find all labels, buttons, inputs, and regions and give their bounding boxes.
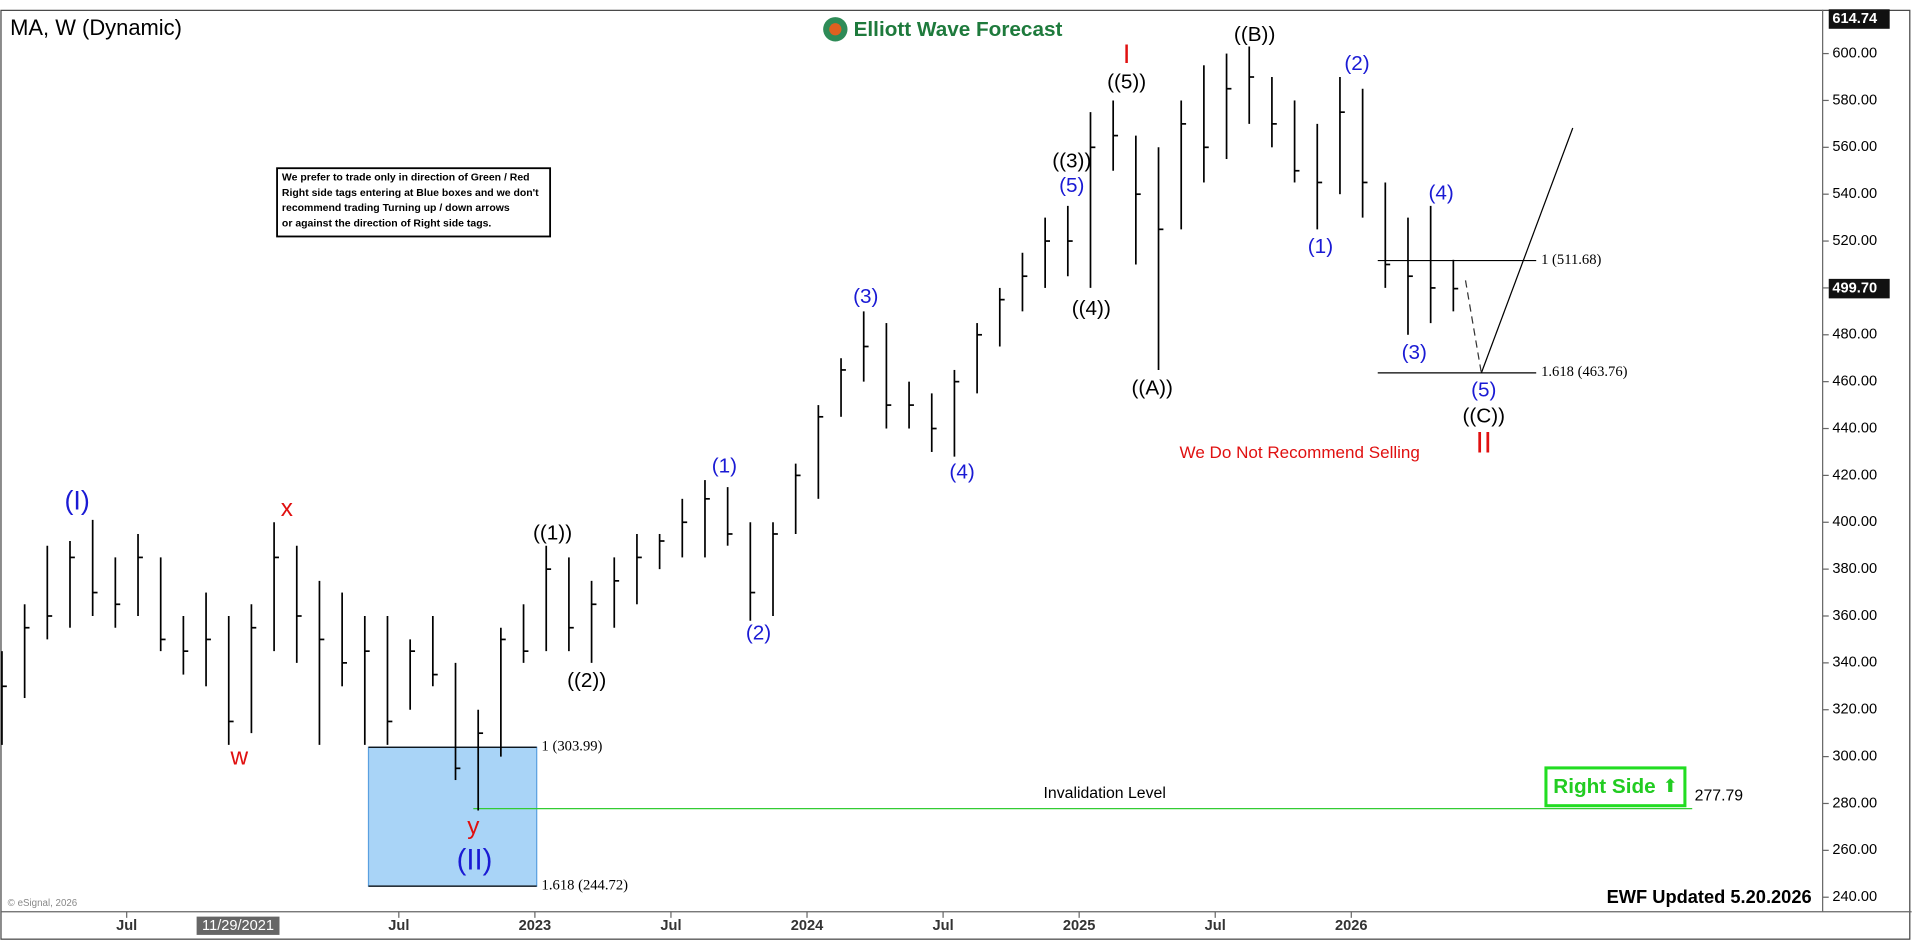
price-tag-box [1828,278,1890,299]
wave-label: ((A)) [1132,376,1173,399]
y-tick-label: 300.00 [1832,748,1877,764]
y-tick-label: 280.00 [1832,795,1877,811]
note-line: or against the direction of Right side t… [282,218,491,229]
wave-label: (5) [1471,379,1496,402]
wave-label: ((B)) [1234,23,1275,46]
y-tick-label: 260.00 [1832,842,1877,858]
note-line: Right side tags entering at Blue boxes a… [282,188,539,199]
y-tick-label: 580.00 [1832,92,1877,108]
projection-line [1480,127,1574,374]
cursor-label: 11/29/2021 [202,918,274,934]
wave-label: (I) [65,485,90,515]
wave-label: (II) [457,845,493,877]
invalidation-label: Invalidation Level [1044,785,1166,802]
invalidation-value: 277.79 [1695,788,1744,805]
wave-label: ((5)) [1107,70,1146,93]
wave-label: ((2)) [567,669,606,692]
right-side-arrow: ⬆ [1663,775,1678,796]
wave-label: II [1476,428,1492,460]
brand: Elliott Wave Forecast [854,18,1063,41]
wave-label: (1) [1308,235,1333,258]
y-tick-label: 400.00 [1832,514,1877,530]
wave-label: (5) [1059,174,1084,197]
right-side-box [1544,766,1687,808]
brand-logo-core [829,23,842,36]
chart-title: MA, W (Dynamic) [10,15,182,40]
wave-label: (3) [853,285,878,308]
projection-dashed [1464,280,1482,374]
y-tick-label: 380.00 [1832,561,1877,577]
wave-label: y [467,813,480,840]
x-tick-label: Jul [388,918,409,934]
x-tick-label: 2023 [519,918,552,934]
wave-label: ((4)) [1072,297,1111,320]
right-side: Right Side [1553,775,1655,798]
y-tick-label: 460.00 [1832,374,1877,390]
x-tick-label: Jul [933,918,954,934]
wave-label: x [281,495,293,522]
y-tick-label: 600.00 [1832,45,1877,61]
wave-label: (1) [712,454,737,477]
note-line: We prefer to trade only in direction of … [282,173,530,184]
x-tick-label: Jul [1205,918,1226,934]
x-tick-label: Jul [116,918,137,934]
note-box [276,167,552,238]
x-tick-label: Jul [660,918,681,934]
price-tag: 499.70 [1832,280,1877,296]
blue-box [367,746,538,887]
fib-label: 1.618 (244.72) [542,878,629,894]
wave-label: ((C)) [1463,404,1506,427]
y-tick-label: 240.00 [1832,889,1877,905]
x-tick-label: 2026 [1335,918,1368,934]
wave-label: (4) [1428,181,1453,204]
wave-label: w [229,744,248,771]
price-tag-box [1828,9,1890,29]
note-line: recommend trading Turning up / down arro… [282,203,510,214]
x-tick-label: 2024 [791,918,824,934]
y-tick-label: 540.00 [1832,186,1877,202]
y-tick-label: 420.00 [1832,467,1877,483]
y-tick-label: 520.00 [1832,233,1877,249]
updated: EWF Updated 5.20.2026 [1607,886,1812,907]
y-tick-label: 340.00 [1832,655,1877,671]
wave-label: (3) [1402,341,1427,364]
wave-label: (2) [746,621,771,644]
frame [0,9,1911,940]
wave-label: (2) [1344,52,1369,75]
copyright: © eSignal, 2026 [8,898,78,909]
fib-label: 1 (303.99) [542,739,603,755]
wave-label: ((1)) [533,521,572,544]
y-tick-label: 360.00 [1832,608,1877,624]
y-tick-label: 440.00 [1832,420,1877,436]
price-tag: 614.74 [1832,11,1878,27]
cursor-label-box [196,916,280,935]
y-tick-label: 560.00 [1832,139,1877,155]
warning: We Do Not Recommend Selling [1180,443,1420,462]
wave-label: (4) [949,460,974,483]
fib-label: 1.618 (463.76) [1541,364,1628,380]
y-tick-label: 320.00 [1832,702,1877,718]
wave-label: I [1123,39,1130,69]
fib-label: 1 (511.68) [1541,252,1601,268]
wave-label: ((3)) [1052,150,1091,173]
x-tick-label: 2025 [1063,918,1096,934]
y-tick-label: 480.00 [1832,327,1877,343]
